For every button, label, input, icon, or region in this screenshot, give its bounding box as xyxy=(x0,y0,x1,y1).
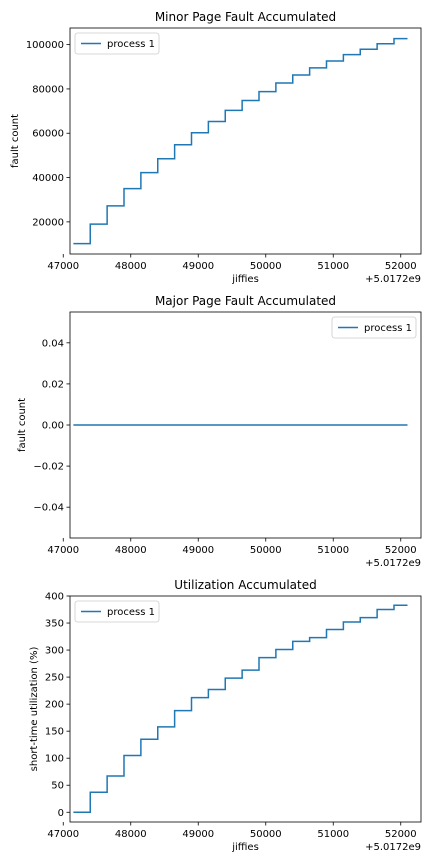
x-axis-label: jiffies xyxy=(231,274,259,285)
y-tick-label: 0.02 xyxy=(42,379,64,390)
y-tick-label: 50 xyxy=(51,781,64,792)
y-tick-label: 400 xyxy=(45,592,64,603)
y-tick-label: 250 xyxy=(45,673,64,684)
chart-1: Minor Page Fault Accumulated 47000 48000 49… xyxy=(10,10,422,285)
y-tick-label: 150 xyxy=(45,727,64,738)
chart-3: Utilization Accumulated 47000 48000 49000 50… xyxy=(29,578,422,853)
x-tick-label: 52000 xyxy=(385,261,417,272)
y-tick-label: −0.02 xyxy=(33,462,64,473)
series-line-1 xyxy=(73,604,408,814)
y-tick-label: 20000 xyxy=(32,217,64,228)
x-tick-label: 51000 xyxy=(317,829,349,840)
x-tick-label: 51000 xyxy=(317,545,349,556)
chart-title: Minor Page Fault Accumulated xyxy=(155,10,336,24)
legend-label: process 1 xyxy=(107,39,155,50)
y-tick-label: 100000 xyxy=(26,40,64,51)
x-tick-label: 47000 xyxy=(47,545,79,556)
x-tick-label: 52000 xyxy=(385,545,417,556)
chart-2: Major Page Fault Accumulated 47000 48000 49… xyxy=(17,294,422,569)
y-tick-label: 0 xyxy=(58,808,64,819)
plot-frame xyxy=(69,27,422,255)
y-axis-label: short-time utilization (%) xyxy=(29,647,40,772)
legend: process 1 xyxy=(74,600,160,623)
x-tick-label: 50000 xyxy=(250,829,282,840)
x-tick-label: 48000 xyxy=(115,829,147,840)
x-tick-label: 50000 xyxy=(250,545,282,556)
series-line-1 xyxy=(73,37,408,245)
legend-box xyxy=(331,316,417,339)
y-tick-label: 0.04 xyxy=(42,338,64,349)
y-axis-label: fault count xyxy=(17,398,28,452)
y-tick-label: 60000 xyxy=(32,129,64,140)
legend-box xyxy=(74,32,160,55)
y-tick-label: 350 xyxy=(45,619,64,630)
y-axis-label: fault count xyxy=(10,114,21,168)
x-tick-label: 47000 xyxy=(47,829,79,840)
x-offset-label: +5.0172e9 xyxy=(365,558,421,569)
x-offset-label: +5.0172e9 xyxy=(365,842,421,853)
legend: process 1 xyxy=(331,316,417,339)
y-tick-label: 80000 xyxy=(32,84,64,95)
legend: process 1 xyxy=(74,32,160,55)
x-tick-label: 49000 xyxy=(182,545,214,556)
x-tick-label: 49000 xyxy=(182,261,214,272)
y-tick-label: 0.00 xyxy=(42,421,64,432)
legend-label: process 1 xyxy=(107,607,155,618)
y-tick-label: 40000 xyxy=(32,173,64,184)
legend-box xyxy=(74,600,160,623)
x-tick-label: 48000 xyxy=(115,545,147,556)
y-tick-label: −0.04 xyxy=(33,503,64,514)
legend-label: process 1 xyxy=(364,323,412,334)
x-tick-label: 52000 xyxy=(385,829,417,840)
x-tick-label: 49000 xyxy=(182,829,214,840)
chart-title: Utilization Accumulated xyxy=(174,578,316,592)
plot-frame xyxy=(69,595,422,823)
x-tick-label: 47000 xyxy=(47,261,79,272)
y-tick-label: 100 xyxy=(45,754,64,765)
y-tick-label: 300 xyxy=(45,646,64,657)
x-tick-label: 48000 xyxy=(115,261,147,272)
x-offset-label: +5.0172e9 xyxy=(365,274,421,285)
x-tick-label: 51000 xyxy=(317,261,349,272)
chart-title: Major Page Fault Accumulated xyxy=(155,294,336,308)
x-axis-label: jiffies xyxy=(231,842,259,853)
x-tick-label: 50000 xyxy=(250,261,282,272)
y-tick-label: 200 xyxy=(45,700,64,711)
